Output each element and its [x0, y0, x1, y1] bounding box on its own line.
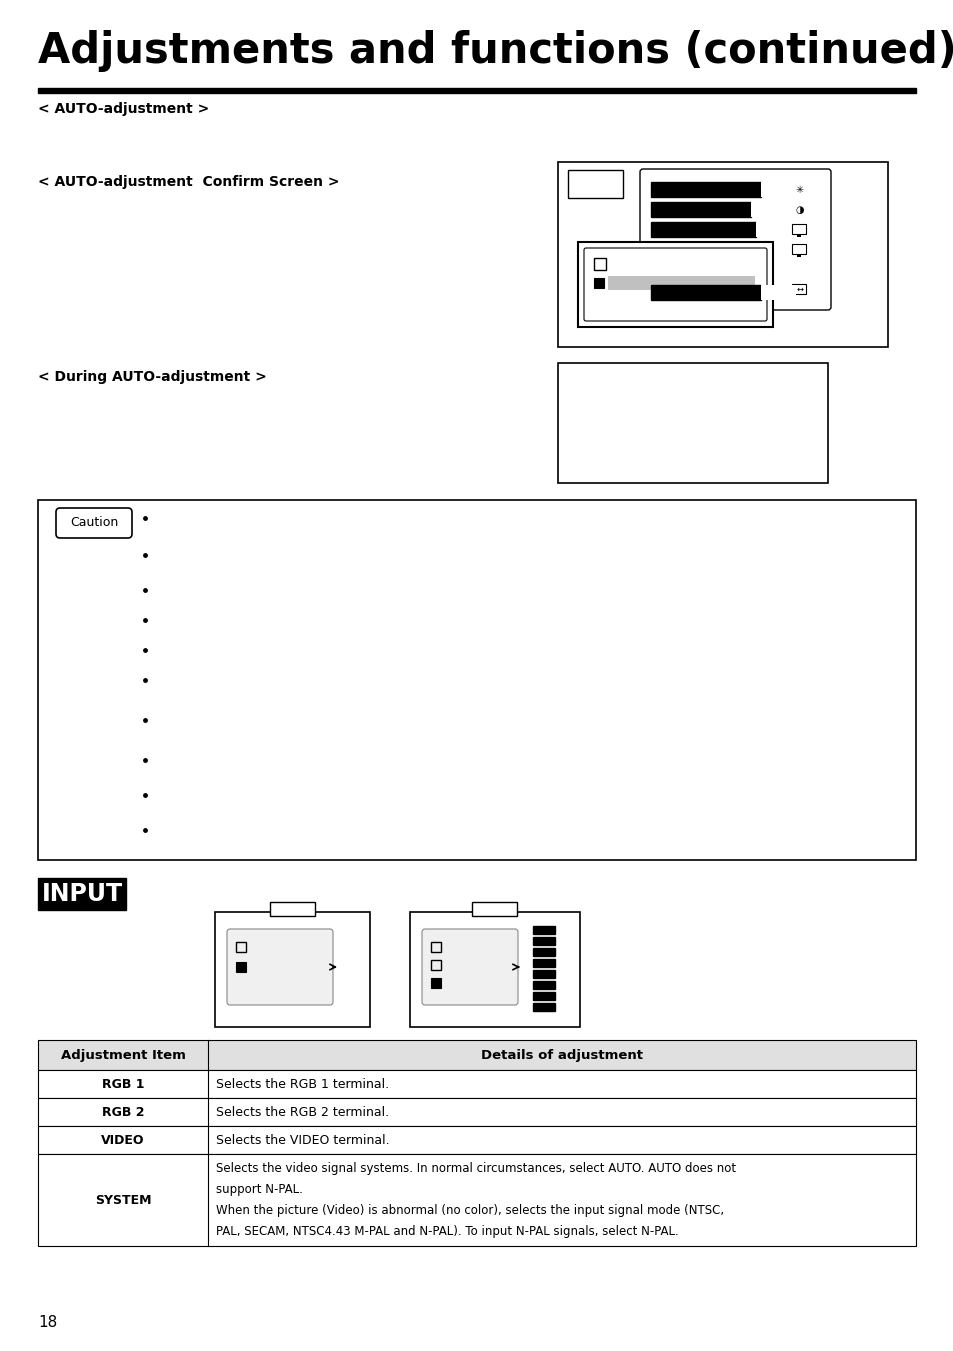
- FancyBboxPatch shape: [583, 249, 766, 322]
- Bar: [431, 978, 440, 988]
- Bar: [796, 234, 801, 236]
- Bar: [533, 1002, 555, 1011]
- Text: When the picture (Video) is abnormal (no color), selects the input signal mode (: When the picture (Video) is abnormal (no…: [215, 1204, 723, 1217]
- Bar: [214, 912, 370, 1027]
- Bar: [38, 878, 126, 911]
- Bar: [533, 938, 555, 944]
- Text: Selects the RGB 2 terminal.: Selects the RGB 2 terminal.: [215, 1105, 389, 1119]
- Bar: [38, 1040, 915, 1070]
- FancyBboxPatch shape: [227, 929, 333, 1005]
- Bar: [533, 925, 555, 934]
- Bar: [750, 203, 795, 218]
- Bar: [755, 222, 795, 236]
- Text: Caution: Caution: [70, 516, 118, 530]
- Text: 18: 18: [38, 1315, 57, 1329]
- Bar: [558, 162, 887, 347]
- Bar: [235, 962, 246, 971]
- Text: < AUTO-adjustment >: < AUTO-adjustment >: [38, 101, 209, 116]
- FancyBboxPatch shape: [56, 508, 132, 538]
- Bar: [607, 276, 754, 290]
- Bar: [533, 970, 555, 978]
- Text: INPUT: INPUT: [41, 882, 122, 907]
- Text: Adjustments and functions (continued): Adjustments and functions (continued): [38, 30, 953, 72]
- Bar: [235, 942, 246, 952]
- Bar: [760, 182, 795, 197]
- Bar: [38, 1154, 915, 1246]
- Bar: [650, 222, 755, 236]
- Bar: [533, 948, 555, 957]
- Bar: [578, 242, 772, 327]
- Text: Details of adjustment: Details of adjustment: [480, 1048, 642, 1062]
- Bar: [533, 959, 555, 967]
- Bar: [472, 902, 517, 916]
- Text: ↔: ↔: [796, 285, 802, 293]
- Text: < AUTO-adjustment  Confirm Screen >: < AUTO-adjustment Confirm Screen >: [38, 176, 339, 189]
- Bar: [650, 203, 750, 218]
- FancyBboxPatch shape: [639, 169, 830, 309]
- Bar: [791, 245, 805, 254]
- Bar: [760, 285, 795, 300]
- Bar: [38, 1098, 915, 1125]
- Bar: [650, 285, 760, 300]
- Text: Selects the RGB 1 terminal.: Selects the RGB 1 terminal.: [215, 1078, 389, 1090]
- Bar: [567, 170, 622, 199]
- Bar: [38, 1070, 915, 1098]
- Bar: [38, 88, 915, 93]
- Bar: [791, 284, 805, 295]
- Text: PAL, SECAM, NTSC4.43 M-PAL and N-PAL). To input N-PAL signals, select N-PAL.: PAL, SECAM, NTSC4.43 M-PAL and N-PAL). T…: [215, 1225, 678, 1238]
- Text: support N-PAL.: support N-PAL.: [215, 1183, 302, 1196]
- Bar: [558, 363, 827, 484]
- Bar: [431, 942, 440, 952]
- Text: < During AUTO-adjustment >: < During AUTO-adjustment >: [38, 370, 267, 384]
- Bar: [533, 981, 555, 989]
- Text: ✳: ✳: [795, 185, 803, 195]
- Bar: [796, 254, 801, 257]
- Text: Adjustment Item: Adjustment Item: [60, 1048, 185, 1062]
- Bar: [791, 224, 805, 234]
- Bar: [594, 258, 605, 270]
- Text: Selects the video signal systems. In normal circumstances, select AUTO. AUTO doe: Selects the video signal systems. In nor…: [215, 1162, 736, 1175]
- Bar: [38, 1125, 915, 1154]
- Bar: [270, 902, 314, 916]
- Text: RGB 1: RGB 1: [102, 1078, 144, 1090]
- Bar: [431, 961, 440, 970]
- Text: VIDEO: VIDEO: [101, 1133, 145, 1147]
- Text: Selects the VIDEO terminal.: Selects the VIDEO terminal.: [215, 1133, 389, 1147]
- Bar: [533, 992, 555, 1000]
- Text: RGB 2: RGB 2: [102, 1105, 144, 1119]
- Text: ◑: ◑: [795, 205, 803, 215]
- Bar: [410, 912, 579, 1027]
- Bar: [650, 182, 760, 197]
- Bar: [594, 278, 603, 288]
- Text: SYSTEM: SYSTEM: [94, 1193, 152, 1206]
- Bar: [38, 500, 915, 861]
- FancyBboxPatch shape: [421, 929, 517, 1005]
